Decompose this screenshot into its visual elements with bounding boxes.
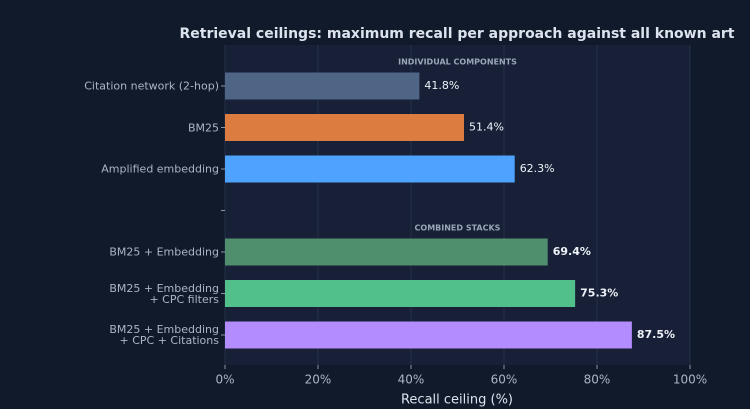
bar	[225, 238, 548, 266]
value-label: 62.3%	[520, 162, 555, 175]
x-tick-label: 20%	[305, 373, 332, 387]
y-tick-label: BM25 + Embedding + CPC + Citations	[109, 323, 219, 347]
value-label: 75.3%	[580, 287, 618, 300]
y-tick-label: BM25 + Embedding	[109, 245, 219, 259]
group-label: INDIVIDUAL COMPONENTS	[398, 58, 517, 67]
value-label: 87.5%	[637, 328, 675, 341]
x-tick-label: 80%	[584, 373, 611, 387]
y-tick-label: Amplified embedding	[101, 162, 219, 176]
value-label: 69.4%	[553, 245, 591, 258]
x-tick-label: 40%	[398, 373, 425, 387]
y-tick-label: BM25	[187, 121, 219, 134]
x-tick-label: 100%	[673, 373, 707, 387]
bar	[225, 155, 515, 183]
y-tick-label: Citation network (2-hop)	[84, 79, 219, 93]
x-tick-label: 0%	[215, 373, 234, 387]
chart-title: Retrieval ceilings: maximum recall per a…	[179, 26, 734, 42]
value-label: 51.4%	[469, 121, 504, 134]
bar	[225, 72, 420, 100]
bar	[225, 114, 465, 141]
value-label: 41.8%	[424, 79, 459, 92]
x-axis-label: Recall ceiling (%)	[401, 393, 513, 408]
bar	[225, 321, 632, 349]
group-label: COMBINED STACKS	[415, 224, 501, 233]
bar	[225, 280, 576, 307]
x-tick-label: 60%	[491, 373, 518, 387]
y-tick-label: BM25 + Embedding + CPC filters	[109, 281, 219, 306]
